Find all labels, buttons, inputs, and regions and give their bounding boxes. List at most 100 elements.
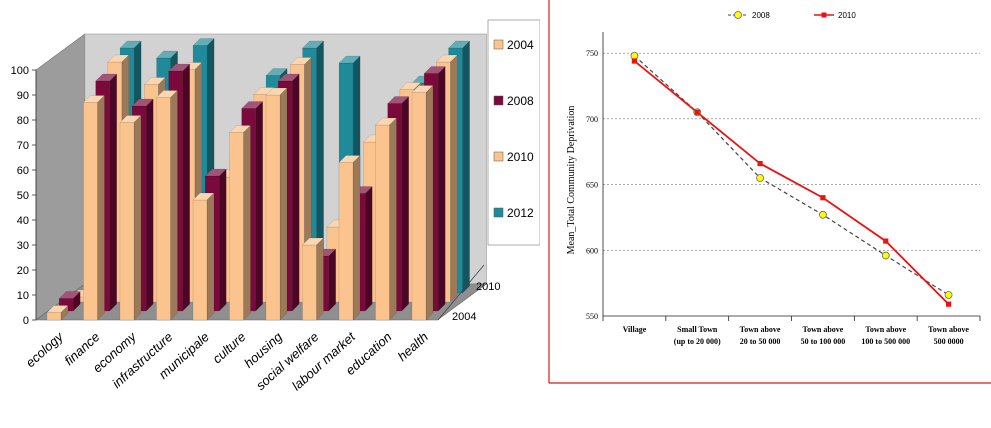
x-category-label: ecology — [23, 328, 67, 370]
bar-top-face — [46, 305, 69, 313]
bar-side-face — [182, 63, 190, 312]
y-tick-label: 30 — [17, 240, 29, 252]
bar-side-face — [279, 87, 288, 321]
bar-front-face — [46, 312, 62, 321]
bar-2008-ecology — [58, 291, 81, 312]
bar-top-face — [131, 98, 154, 107]
y-tick-label: 90 — [17, 90, 29, 102]
bar-top-face — [277, 73, 300, 82]
bar-2004-housing — [265, 87, 288, 321]
y-tick-label: 100 — [11, 65, 29, 77]
y-tick-label: 50 — [17, 190, 29, 202]
bar-2004-health — [411, 85, 434, 321]
bar-side-face — [133, 115, 142, 321]
x-category-label: health — [395, 329, 431, 364]
bar-top-face — [265, 68, 288, 76]
x-category-label: Town above — [865, 325, 906, 334]
legend-label-2010: 2010 — [838, 11, 856, 20]
bar-top-face — [302, 40, 325, 49]
bar-top-face — [302, 237, 324, 246]
series-2008-point — [881, 251, 890, 260]
bar-side-face — [425, 85, 434, 321]
bar-top-face — [192, 192, 215, 201]
bar-top-face — [399, 82, 422, 90]
legend-marker-2010 — [821, 12, 827, 18]
x-category-label: Town above — [928, 325, 969, 334]
x-category-label: (up to 20 000) — [674, 337, 721, 346]
depth-axis — [437, 264, 485, 321]
x-category-label: Village — [623, 325, 647, 334]
bar-side-face — [352, 155, 361, 321]
y-tick-label: 700 — [586, 115, 598, 124]
bar-top-face — [192, 38, 215, 46]
legend-marker-2008 — [734, 11, 742, 19]
bar-top-face — [435, 54, 458, 63]
bar-side-face — [218, 168, 227, 312]
bar-2004-infrastructure — [156, 90, 178, 321]
legend-label-2012: 2012 — [507, 206, 534, 220]
series-2008-point — [630, 51, 639, 60]
y-tick-label: 10 — [17, 290, 29, 302]
legend-label-2004: 2004 — [507, 38, 534, 52]
bar-side-face — [170, 90, 178, 321]
legend-swatch-2004 — [493, 39, 504, 50]
bar-front-face — [411, 92, 427, 321]
bar-2004-economy — [119, 115, 142, 321]
y-tick-label: 40 — [17, 215, 29, 227]
y-tick-label: 60 — [17, 165, 29, 177]
bar-side-face — [206, 192, 215, 321]
bar-top-face — [119, 115, 142, 123]
bar-side-face — [401, 96, 409, 312]
x-category-label: Small Town — [677, 325, 718, 334]
bar-front-face — [338, 162, 354, 321]
bar-front-face — [156, 97, 171, 321]
y-tick-label: 550 — [586, 312, 598, 321]
series-2008-line — [634, 55, 949, 296]
bar-side-face — [462, 40, 470, 294]
y-tick-label: 70 — [17, 140, 29, 152]
bar-front-face — [375, 124, 390, 321]
bar-side-face — [109, 73, 117, 312]
y-tick-label: 20 — [17, 265, 29, 277]
bar-side-face — [255, 101, 263, 312]
legend-label-2010: 2010 — [507, 150, 534, 164]
bar-top-face — [338, 155, 361, 163]
bar-side-face — [97, 95, 105, 321]
depth-axis-label: 2004 — [452, 311, 476, 323]
bar-2004-municipale — [192, 192, 215, 321]
legend-swatch-2012 — [493, 207, 504, 218]
x-category-label: 20 to 50 000 — [740, 337, 781, 346]
series-2010-point — [757, 160, 763, 167]
bar-top-face — [387, 96, 410, 104]
bar-top-face — [156, 90, 178, 98]
bar-front-face — [192, 199, 208, 321]
series-2008-point — [944, 291, 953, 299]
series-2010-point — [945, 301, 952, 307]
series-2010-point — [631, 58, 638, 64]
legend-box — [487, 19, 540, 246]
y-axis-title: Mean_Total Community Deprivation — [566, 106, 577, 255]
bar-top-face — [265, 87, 288, 96]
bar-top-face — [204, 168, 227, 177]
bar-top-face — [423, 66, 446, 74]
bar-2004-labour-market — [338, 155, 361, 321]
bar-top-face — [107, 54, 130, 63]
series-2008-point — [756, 174, 764, 182]
bar-side-face — [365, 186, 373, 312]
bar-side-face — [243, 125, 251, 321]
y-tick-label: 650 — [586, 181, 598, 190]
bar-top-face — [95, 73, 118, 82]
y-tick-label: 0 — [23, 315, 29, 327]
bar-top-face — [375, 117, 397, 126]
deprivation-domains-3d-bar-chart: 0102030405060708090100ecologyfinanceecon… — [11, 19, 540, 393]
bar-front-face — [83, 102, 98, 321]
series-2008-point — [819, 210, 827, 219]
community-deprivation-line-chart: 550 600 650 700 750 Village Small Town (up to 2… — [548, 0, 991, 384]
bar-2004-finance — [83, 95, 105, 321]
bar-top-face — [289, 57, 312, 65]
bar-front-face — [119, 122, 135, 321]
legend-swatch-2008 — [493, 95, 504, 106]
bar-side-face — [328, 248, 336, 312]
x-category-label: Town above — [803, 325, 844, 334]
bar-top-face — [58, 291, 81, 299]
